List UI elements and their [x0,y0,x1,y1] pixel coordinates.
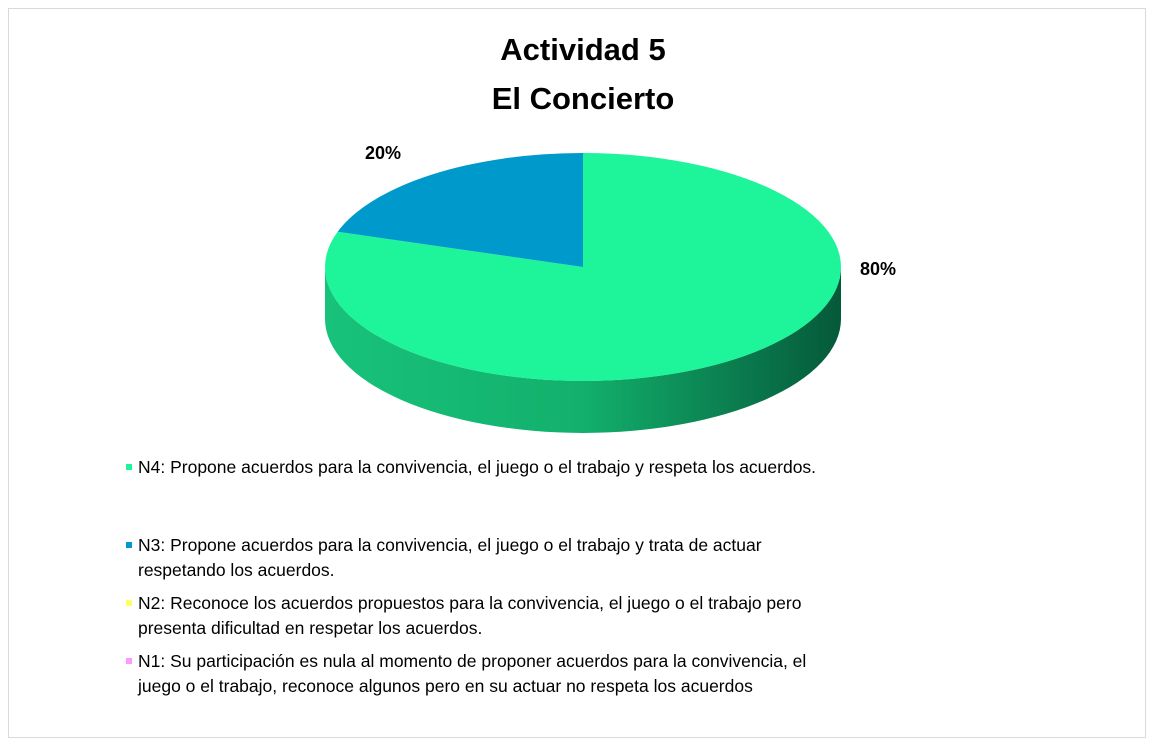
legend-label: N1: Su participación es nula al momento … [138,651,807,696]
legend-entry: N2: Reconoce los acuerdos propuestos par… [126,591,848,641]
legend-key [126,542,132,548]
chart-title: Actividad 5 [500,32,665,67]
pie-slice [337,153,583,267]
legend-key [126,464,132,470]
legend-label: N4: Propone acuerdos para la convivencia… [138,457,817,477]
legend-entry: N3: Propone acuerdos para la convivencia… [126,533,848,583]
legend: N4: Propone acuerdos para la convivencia… [126,455,1098,699]
legend-label: N3: Propone acuerdos para la convivencia… [138,535,762,580]
legend-entry: N1: Su participación es nula al momento … [126,649,848,699]
pie-side [325,267,841,433]
legend-label: N2: Reconoce los acuerdos propuestos par… [138,593,802,638]
legend-key [126,600,132,606]
chart-frame [8,8,1146,738]
data-label: 20% [365,143,401,163]
chart-subtitle: El Concierto [492,81,675,116]
data-label: 80% [860,259,896,279]
legend-entry: N4: Propone acuerdos para la convivencia… [126,455,1098,480]
legend-key [126,658,132,664]
